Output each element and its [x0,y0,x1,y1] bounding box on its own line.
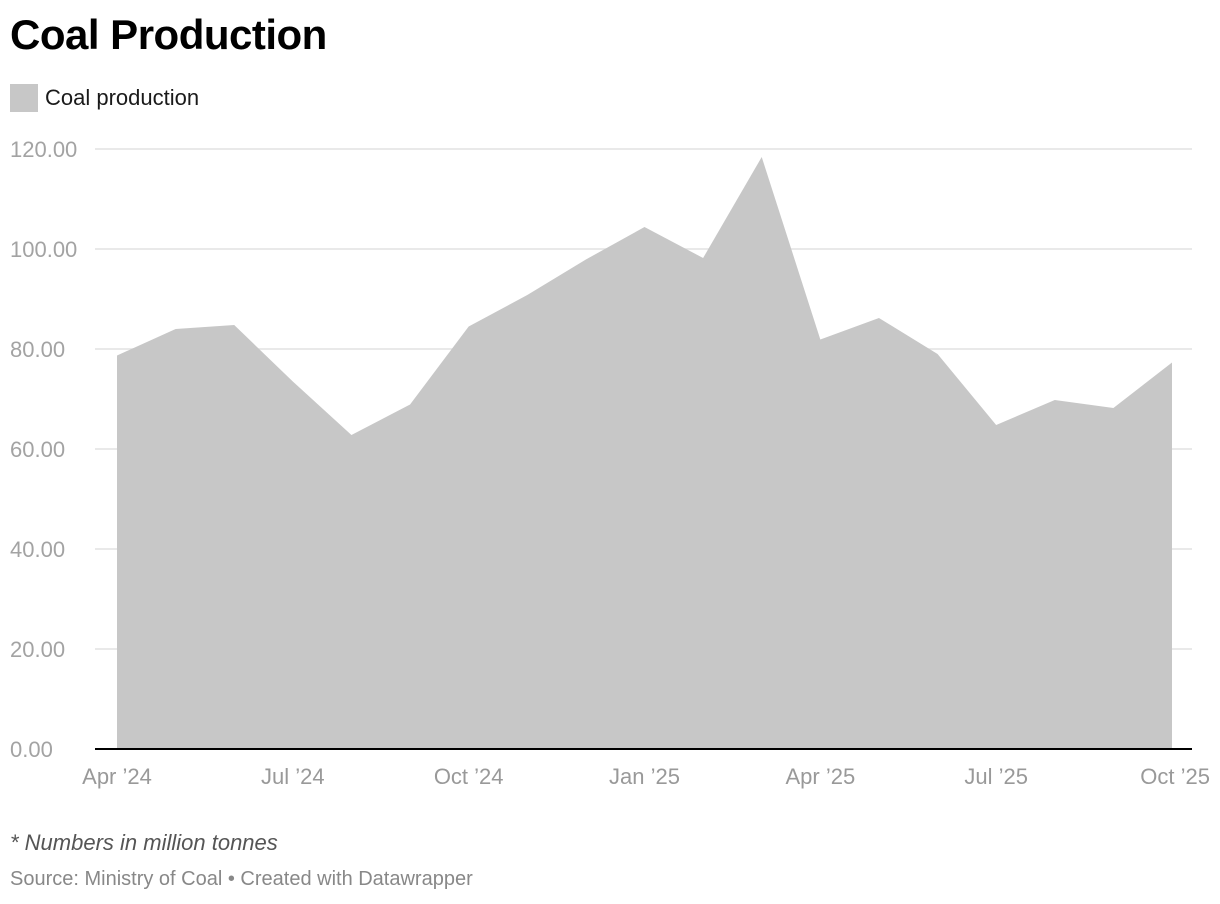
x-tick-label: Apr ’24 [82,764,152,789]
area-series [117,157,1172,749]
y-tick-label: 0.00 [10,737,53,762]
x-tick-label: Oct ’25 [1140,764,1210,789]
y-tick-label: 20.00 [10,637,65,662]
footnote: * Numbers in million tonnes [10,830,278,855]
x-tick-label: Apr ’25 [785,764,855,789]
y-tick-label: 100.00 [10,237,77,262]
x-tick-label: Jul ’25 [964,764,1028,789]
x-tick-label: Oct ’24 [434,764,504,789]
y-tick-label: 80.00 [10,337,65,362]
area-fill [117,157,1172,749]
y-tick-label: 40.00 [10,537,65,562]
legend-swatch [10,84,38,112]
y-tick-label: 120.00 [10,137,77,162]
source-credit: Source: Ministry of Coal • Created with … [10,868,473,890]
legend-label: Coal production [45,85,200,110]
legend: Coal production [10,84,199,112]
y-tick-label: 60.00 [10,437,65,462]
x-tick-label: Jan ’25 [609,764,680,789]
area-chart: 0.00 20.00 40.00 60.00 80.00 100.00 120.00 Apr … [10,137,1210,789]
chart-title: Coal Production [10,11,327,58]
x-tick-label: Jul ’24 [261,764,325,789]
axes: 0.00 20.00 40.00 60.00 80.00 100.00 120.00 Apr … [10,137,1210,789]
